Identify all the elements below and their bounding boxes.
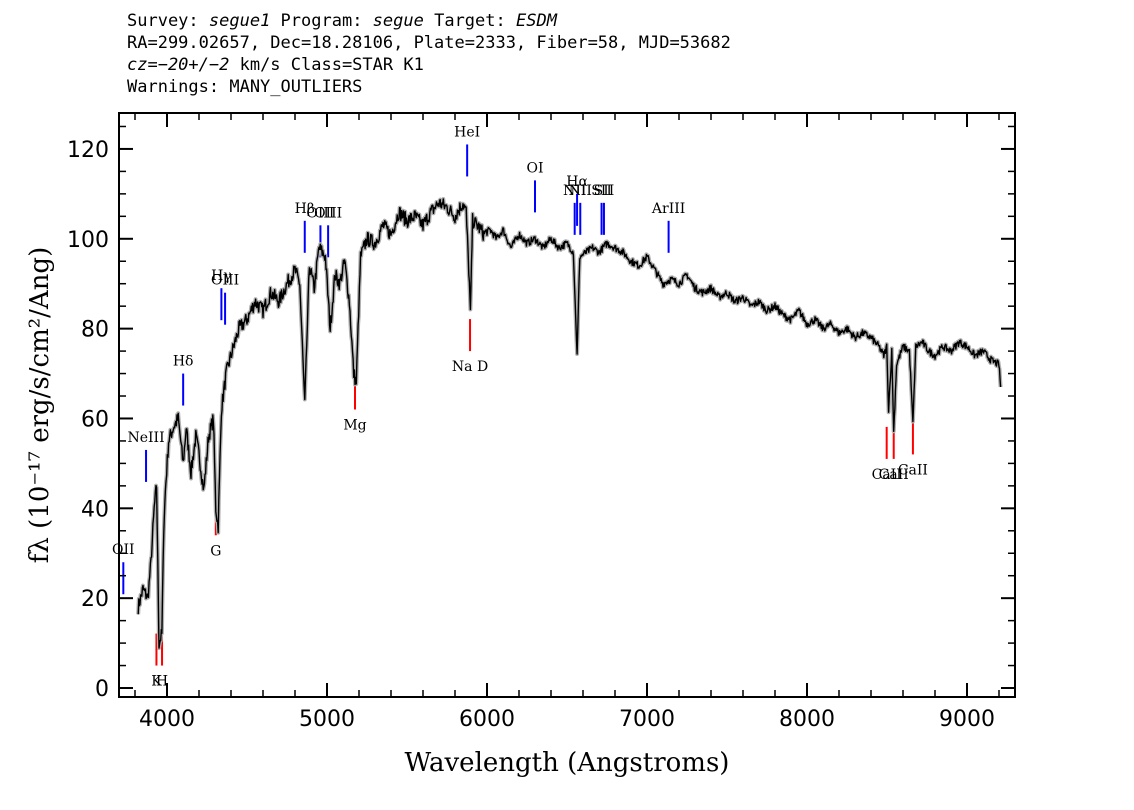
absorption-line-label: Mg	[343, 417, 366, 433]
absorption-line-label: CaII	[872, 467, 902, 483]
emission-line-label: NII	[569, 183, 592, 199]
emission-line-label: SII	[591, 183, 612, 199]
y-tick-label: 40	[81, 497, 109, 522]
y-tick-label: 80	[81, 318, 109, 343]
spectrum-header: Survey: segue1 Program: segue Target: ES…	[127, 10, 731, 98]
y-tick-label: 20	[81, 587, 109, 612]
emission-line-label: OIII	[306, 205, 334, 221]
cz-value: cz=−20+/−2	[127, 55, 230, 75]
survey-name: segue1	[208, 11, 271, 31]
emission-line-label: HeI	[454, 124, 480, 140]
emission-line-label: ArIII	[651, 201, 685, 217]
x-tick-label: 5000	[299, 707, 355, 732]
y-tick-label: 120	[67, 138, 109, 163]
x-tick-label: 8000	[779, 707, 835, 732]
absorption-line-label: CaII	[879, 467, 909, 483]
y-tick-label: 100	[67, 228, 109, 253]
x-tick-label: 6000	[459, 707, 515, 732]
absorption-line-label: K	[151, 674, 162, 690]
spectrum-series	[136, 197, 1003, 651]
header-line-coords: RA=299.02657, Dec=18.28106, Plate=2333, …	[127, 33, 731, 53]
emission-line-label: Hδ	[173, 354, 194, 370]
y-tick-label: 0	[95, 677, 109, 702]
target-name: ESDM	[515, 11, 557, 31]
x-tick-label: 4000	[139, 707, 195, 732]
header-line-class: cz=−20+/−2 km/s Class=STAR K1	[127, 55, 424, 75]
absorption-line-label: G	[210, 543, 221, 559]
spectrum-error-band	[136, 197, 1003, 651]
header-line-warnings: Warnings: MANY_OUTLIERS	[127, 77, 363, 97]
spectrum-line	[137, 198, 1002, 649]
absorption-line-label: CaII	[898, 462, 928, 478]
emission-line-label: SII	[594, 183, 615, 199]
y-tick-label: 60	[81, 407, 109, 432]
emission-line-label: OIII	[211, 273, 239, 289]
emission-line-label: OII	[112, 542, 135, 558]
emission-line-label: Hβ	[295, 201, 315, 217]
x-tick-label: 9000	[939, 707, 995, 732]
absorption-line-label: H	[156, 674, 168, 690]
plot-frame	[118, 112, 1016, 698]
emission-line-label: Hγ	[211, 268, 232, 284]
emission-line-label: NII	[563, 183, 586, 199]
x-axis-title: Wavelength (Angstroms)	[405, 748, 730, 778]
emission-line-label: OIII	[314, 205, 342, 221]
y-axis-title: fλ (10⁻¹⁷ erg/s/cm²/Ang)	[25, 247, 55, 563]
emission-line-label: NeIII	[127, 430, 164, 446]
emission-line-label: Hα	[566, 174, 588, 190]
program-name: segue	[372, 11, 424, 31]
header-line-survey: Survey: segue1 Program: segue Target: ES…	[127, 11, 557, 31]
x-tick-label: 7000	[619, 707, 675, 732]
absorption-line-label: Na D	[452, 359, 488, 375]
axis-ticks: 4000 5000 6000 7000 8000 9000 0 20 40 60 80 100 120	[67, 113, 1015, 732]
emission-line-label: OI	[526, 160, 543, 176]
